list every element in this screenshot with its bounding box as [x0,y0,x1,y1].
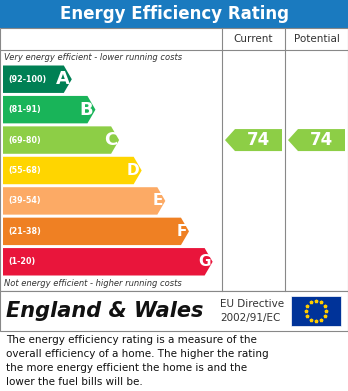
Text: Current: Current [234,34,273,44]
Text: F: F [176,224,187,239]
Text: England & Wales: England & Wales [6,301,203,321]
Text: EU Directive: EU Directive [220,299,284,309]
Text: (39-54): (39-54) [8,196,41,205]
Text: 74: 74 [310,131,333,149]
Polygon shape [3,96,95,123]
Text: 2002/91/EC: 2002/91/EC [220,313,280,323]
Polygon shape [3,218,189,245]
Text: E: E [153,194,163,208]
Text: A: A [56,70,70,88]
Polygon shape [225,129,282,151]
Text: 74: 74 [247,131,270,149]
Polygon shape [3,126,119,154]
Polygon shape [288,129,345,151]
Text: B: B [80,100,94,118]
Text: D: D [127,163,140,178]
Text: Potential: Potential [294,34,339,44]
Text: Energy Efficiency Rating: Energy Efficiency Rating [60,5,288,23]
Text: (1-20): (1-20) [8,257,35,266]
Polygon shape [3,187,165,215]
Text: (69-80): (69-80) [8,136,41,145]
Text: (81-91): (81-91) [8,105,41,114]
Text: C: C [104,131,117,149]
Text: Very energy efficient - lower running costs: Very energy efficient - lower running co… [4,52,182,61]
Bar [0,0,348,28]
Polygon shape [3,248,213,276]
Text: Not energy efficient - higher running costs: Not energy efficient - higher running co… [4,280,182,289]
Text: (55-68): (55-68) [8,166,41,175]
Polygon shape [3,157,142,184]
Bar [0,291,348,331]
Text: G: G [198,254,211,269]
Text: The energy efficiency rating is a measure of the
overall efficiency of a home. T: The energy efficiency rating is a measur… [6,335,269,387]
Bar [291,296,341,326]
Text: (92-100): (92-100) [8,75,46,84]
Bar [0,28,348,291]
Polygon shape [3,66,72,93]
Text: (21-38): (21-38) [8,227,41,236]
